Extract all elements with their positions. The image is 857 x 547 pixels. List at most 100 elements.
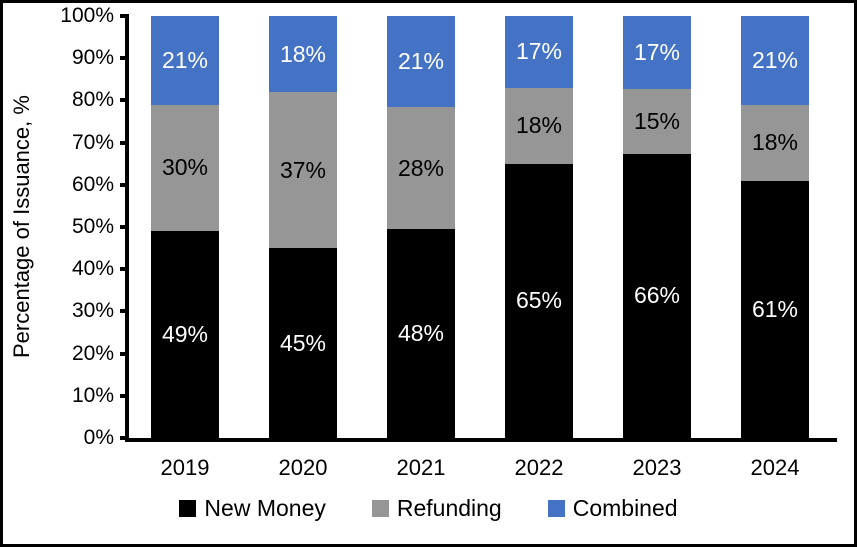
bar-segment-new-money-2020: 45% [269, 248, 337, 438]
x-axis-label-text: 2019 [160, 455, 210, 480]
bar-segment-new-money-2023: 66% [623, 153, 691, 438]
bar-value-label: 21% [161, 46, 209, 73]
y-tick-label: 60% [71, 172, 114, 196]
legend-swatch-refunding [371, 500, 389, 517]
bar-segment-combined-2020: 18% [269, 16, 337, 92]
y-tick-mark [120, 351, 129, 356]
x-axis-label-2022: 2022 [505, 455, 573, 481]
x-axis-label-text: 2021 [396, 455, 446, 480]
y-tick-mark [120, 182, 129, 187]
legend-label: Refunding [396, 495, 502, 521]
y-tick-10pct: 10% [72, 384, 129, 408]
x-axis-label-2021: 2021 [387, 455, 455, 481]
y-tick-80pct: 80% [72, 88, 129, 112]
legend-item-refunding: Refunding [371, 495, 502, 522]
y-tick-label: 0% [83, 426, 114, 449]
bar-segment-new-money-2019: 49% [151, 231, 219, 438]
x-axis-label-text: 2022 [514, 455, 564, 480]
y-tick-label: 10% [71, 383, 114, 407]
bar-value-label: 45% [279, 329, 327, 356]
y-tick-90pct: 90% [72, 46, 129, 70]
bar-segment-refunding-2019: 30% [151, 104, 219, 232]
bar-segment-new-money-2022: 65% [505, 163, 573, 438]
y-tick-0pct: 0% [84, 426, 129, 450]
x-axis-label-2020: 2020 [269, 455, 337, 481]
legend-item-combined: Combined [547, 495, 678, 522]
bar-2021: 48% 28% 21% [387, 16, 455, 438]
bar-2019: 49% 30% 21% [151, 16, 219, 438]
legend-swatch-combined [547, 500, 565, 517]
y-tick-mark [120, 14, 129, 18]
bar-value-label: 18% [515, 112, 563, 139]
bar-segment-combined-2022: 17% [505, 16, 573, 88]
bar-value-label: 18% [279, 40, 327, 67]
y-tick-label: 50% [71, 215, 114, 238]
bar-value-label: 28% [397, 154, 445, 181]
legend-label: Combined [572, 495, 678, 521]
y-tick-label: 40% [71, 257, 114, 281]
y-tick-label: 90% [71, 46, 114, 70]
bar-value-label: 21% [397, 48, 445, 75]
y-tick-label: 80% [71, 88, 114, 112]
y-tick-mark [120, 225, 129, 229]
y-tick-100pct: 100% [60, 4, 129, 28]
bar-value-label: 66% [633, 282, 681, 309]
bar-segment-combined-2019: 21% [151, 16, 219, 105]
y-tick-mark [120, 56, 129, 61]
y-tick-40pct: 40% [72, 257, 129, 281]
x-axis-line [125, 438, 837, 442]
bar-value-label: 48% [397, 320, 445, 347]
y-tick-30pct: 30% [72, 299, 129, 323]
y-tick-label: 30% [71, 299, 114, 323]
bar-segment-refunding-2024: 18% [741, 104, 809, 181]
y-tick-label: 100% [60, 4, 114, 27]
bar-2020: 45% 37% 18% [269, 16, 337, 438]
y-tick-label: 20% [71, 341, 114, 365]
x-axis-label-text: 2024 [750, 455, 800, 480]
x-axis-label-text: 2023 [632, 455, 682, 480]
legend-swatch-new-money [179, 500, 197, 517]
bar-value-label: 15% [633, 108, 681, 134]
y-tick-mark [120, 309, 129, 314]
y-tick-mark [120, 140, 129, 145]
bar-segment-combined-2023: 17% [623, 16, 691, 90]
bar-2024: 61% 18% 21% [741, 16, 809, 438]
bar-2022: 65% 18% 17% [505, 16, 573, 438]
y-tick-mark [120, 267, 129, 272]
bar-value-label: 61% [751, 295, 799, 322]
x-axis-label-text: 2020 [278, 455, 328, 480]
legend-item-new-money: New Money [179, 495, 326, 522]
x-axis-label-2019: 2019 [151, 455, 219, 481]
bar-value-label: 18% [751, 129, 799, 156]
bar-value-label: 49% [161, 321, 209, 348]
bar-value-label: 17% [515, 38, 563, 65]
bar-segment-refunding-2022: 18% [505, 87, 573, 164]
bar-value-label: 21% [751, 46, 799, 73]
plot-area: 0% 10% 20% 30% 40% 50% 60% 70% 80% 90% 100% 49% 30%… [60, 4, 837, 449]
y-tick-70pct: 70% [72, 131, 129, 155]
x-axis-labels: 2019 2020 2021 2022 2023 2024 [129, 455, 837, 481]
bar-segment-new-money-2021: 48% [387, 229, 455, 438]
y-tick-60pct: 60% [72, 173, 129, 197]
y-tick-mark [120, 436, 129, 440]
y-tick-mark [120, 98, 129, 103]
bar-value-label: 65% [515, 287, 563, 314]
bars-container: 49% 30% 21% 45% 37% 18% 48% 28% 21% 65% 18% 17% 66% 1… [129, 16, 837, 438]
bar-segment-new-money-2024: 61% [741, 180, 809, 438]
bar-segment-refunding-2023: 15% [623, 89, 691, 154]
bar-segment-combined-2024: 21% [741, 16, 809, 105]
y-tick-50pct: 50% [72, 215, 129, 239]
bar-segment-combined-2021: 21% [387, 16, 455, 108]
x-axis-label-2023: 2023 [623, 455, 691, 481]
bar-segment-refunding-2020: 37% [269, 91, 337, 249]
y-tick-mark [120, 393, 129, 398]
y-tick-20pct: 20% [72, 342, 129, 366]
bar-value-label: 37% [279, 156, 327, 183]
bar-segment-refunding-2021: 28% [387, 107, 455, 230]
bar-value-label: 30% [161, 154, 209, 181]
y-tick-label: 70% [71, 130, 114, 154]
bar-value-label: 17% [633, 39, 681, 66]
y-axis-title: Percentage of Issuance, % [9, 95, 34, 359]
legend-label: New Money [204, 495, 326, 521]
